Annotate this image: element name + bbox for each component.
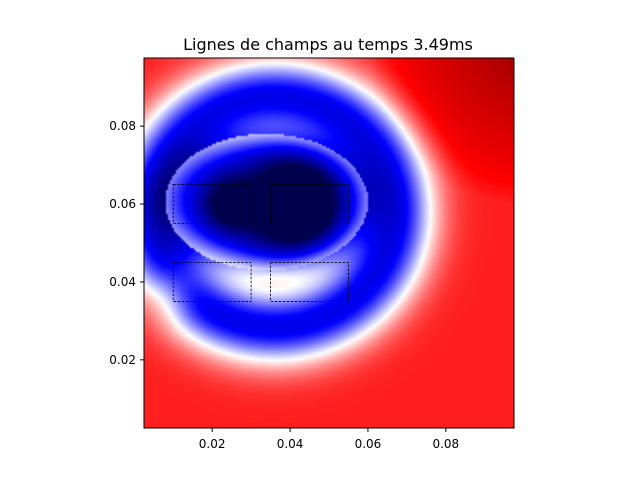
conductor-rect-1 — [172, 184, 252, 224]
y-axis: 0.02 0.04 0.06 0.08 — [109, 119, 144, 367]
conductor-rect-2 — [270, 184, 349, 224]
x-tick-label: 0.06 — [355, 437, 382, 451]
plot-frame — [143, 57, 515, 429]
field-heatmap — [144, 58, 514, 428]
x-tick-label: 0.02 — [199, 437, 226, 451]
y-tick-label: 0.08 — [109, 119, 136, 133]
conductor-rect-4 — [270, 262, 349, 302]
plot-area — [143, 57, 515, 429]
chart-title: Lignes de champs au temps 3.49ms — [183, 35, 473, 54]
x-tick-label: 0.04 — [277, 437, 304, 451]
x-tick-label: 0.08 — [432, 437, 459, 451]
y-tick-label: 0.02 — [109, 353, 136, 367]
y-tick-label: 0.06 — [109, 197, 136, 211]
x-axis: 0.02 0.04 0.06 0.08 — [199, 428, 459, 451]
conductor-rect-3 — [172, 262, 252, 302]
y-tick-label: 0.04 — [109, 275, 136, 289]
